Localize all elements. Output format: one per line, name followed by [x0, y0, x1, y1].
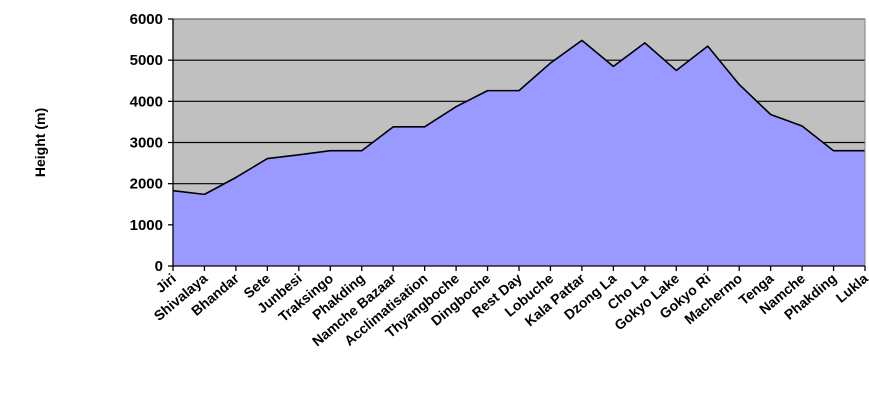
- y-tick-label: 6000: [130, 11, 163, 28]
- elevation-area: [173, 40, 865, 266]
- y-tick-label: 1000: [130, 217, 163, 234]
- y-axis-label: Height (m): [32, 108, 48, 177]
- x-tick-labels: JiriShivalayaBhandarSeteJunbesiTraksingo…: [151, 270, 869, 350]
- y-tick-label: 4000: [130, 93, 163, 110]
- y-tick-label: 5000: [130, 52, 163, 69]
- x-tick-label: Lukla: [833, 270, 869, 306]
- y-tick-label: 2000: [130, 176, 163, 193]
- axes: [168, 18, 866, 271]
- y-tick-label: 0: [155, 258, 163, 275]
- y-tick-label: 3000: [130, 135, 163, 152]
- elevation-line: [172, 39, 865, 196]
- y-tick-labels: 0 1000 2000 3000 4000 5000 6000: [130, 11, 163, 275]
